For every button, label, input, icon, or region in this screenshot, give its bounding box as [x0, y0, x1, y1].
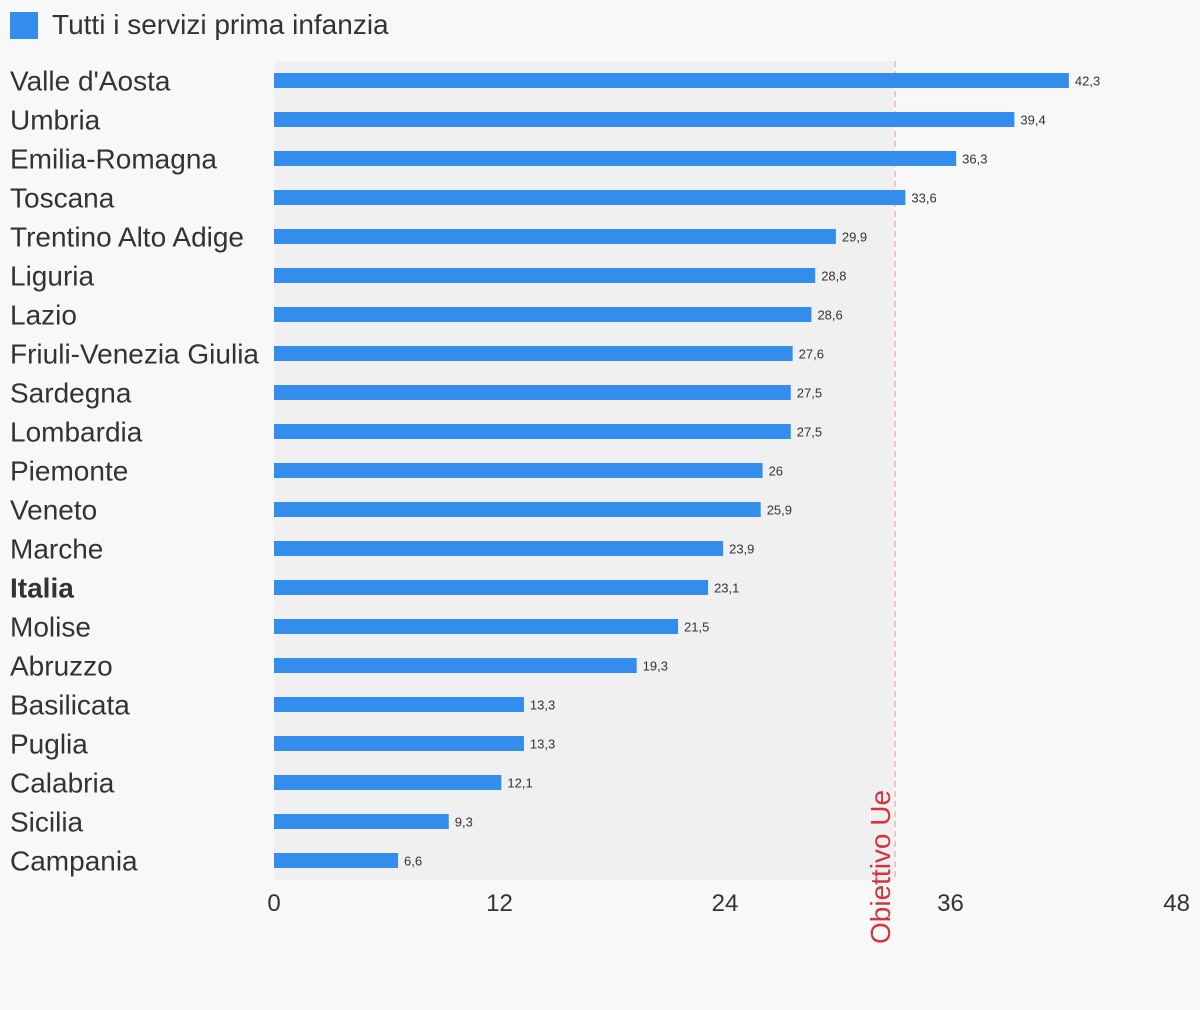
category-label: Abruzzo [10, 651, 113, 682]
legend-swatch [10, 11, 38, 39]
bar-value-label: 27,6 [799, 347, 824, 362]
category-label: Marche [10, 534, 103, 565]
bar-value-label: 23,9 [729, 542, 754, 557]
category-label: Umbria [10, 105, 101, 136]
bar [274, 268, 816, 283]
bar-value-label: 39,4 [1020, 113, 1045, 128]
bar-value-label: 29,9 [842, 230, 867, 245]
category-label: Puglia [10, 729, 88, 760]
x-tick-label: 24 [712, 890, 739, 917]
category-label: Calabria [10, 768, 115, 799]
bar [274, 580, 709, 595]
bar [274, 385, 791, 400]
reference-line-label: Obiettivo Ue [865, 790, 896, 944]
x-tick-label: 0 [267, 890, 280, 917]
bar [274, 112, 1015, 127]
bar-value-label: 28,8 [821, 269, 846, 284]
bar-value-label: 42,3 [1075, 74, 1100, 89]
bar [274, 424, 791, 439]
legend[interactable]: Tutti i servizi prima infanzia [10, 9, 389, 40]
bar [274, 307, 812, 322]
category-label: Sardegna [10, 378, 132, 409]
bar [274, 697, 524, 712]
bar-value-label: 33,6 [911, 191, 936, 206]
x-tick-label: 48 [1163, 890, 1190, 917]
category-label: Trentino Alto Adige [10, 222, 244, 253]
bar-value-label: 25,9 [767, 503, 792, 518]
category-label: Piemonte [10, 456, 128, 487]
category-label: Veneto [10, 495, 97, 526]
category-label: Italia [10, 573, 74, 604]
category-label: Molise [10, 612, 91, 643]
category-label: Lazio [10, 300, 77, 331]
bar [274, 190, 906, 205]
bar [274, 151, 957, 166]
category-label: Campania [10, 846, 138, 877]
category-label: Friuli-Venezia Giulia [10, 339, 259, 370]
category-label: Valle d'Aosta [10, 66, 171, 97]
bar [274, 619, 679, 634]
bar [274, 541, 724, 556]
bar-value-label: 13,3 [530, 698, 555, 713]
category-label: Sicilia [10, 807, 84, 838]
bar-value-label: 21,5 [684, 620, 709, 635]
bar [274, 502, 761, 517]
bar-value-label: 13,3 [530, 737, 555, 752]
category-label: Toscana [10, 183, 115, 214]
bar [274, 853, 399, 868]
bar-value-label: 23,1 [714, 581, 739, 596]
bar [274, 814, 449, 829]
category-label: Emilia-Romagna [10, 144, 217, 175]
bar [274, 775, 502, 790]
bar [274, 346, 793, 361]
bar-value-label: 36,3 [962, 152, 987, 167]
bar [274, 229, 836, 244]
bar-value-label: 12,1 [507, 776, 532, 791]
bar [274, 658, 637, 673]
bar-value-label: 6,6 [404, 854, 422, 869]
bar [274, 736, 524, 751]
legend-label: Tutti i servizi prima infanzia [52, 9, 389, 40]
bar [274, 463, 763, 478]
category-label: Liguria [10, 261, 94, 292]
bar-value-label: 27,5 [797, 425, 822, 440]
x-tick-label: 36 [937, 890, 964, 917]
bar-value-label: 27,5 [797, 386, 822, 401]
category-label: Basilicata [10, 690, 130, 721]
x-tick-label: 12 [486, 890, 513, 917]
bar-value-label: 26 [769, 464, 783, 479]
bar [274, 73, 1069, 88]
bar-value-label: 9,3 [455, 815, 473, 830]
category-label: Lombardia [10, 417, 143, 448]
bar-value-label: 19,3 [643, 659, 668, 674]
bar-value-label: 28,6 [817, 308, 842, 323]
